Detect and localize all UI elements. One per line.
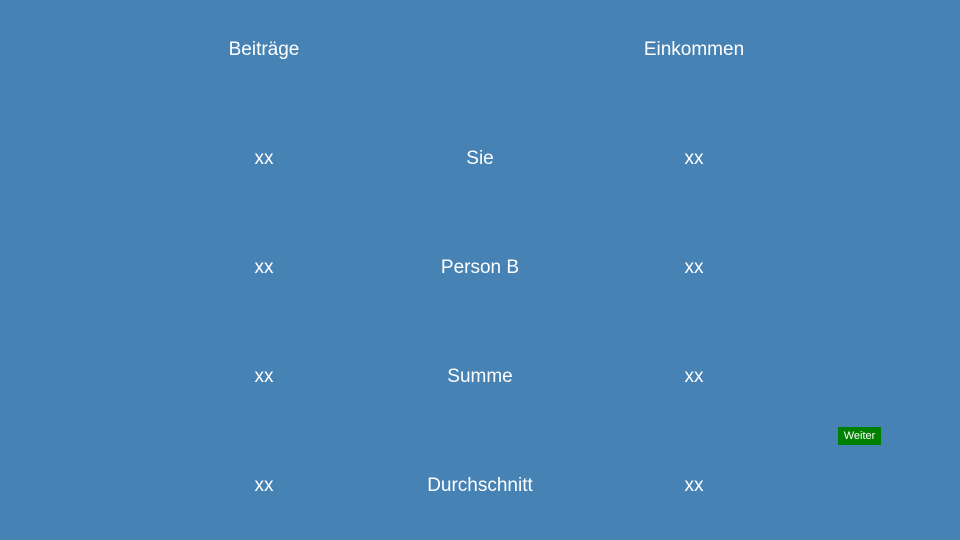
- contributions-header: Beiträge: [228, 39, 300, 60]
- row-label-person-b: Person B: [440, 257, 520, 278]
- income-value-sum: xx: [684, 366, 704, 387]
- income-value-average: xx: [684, 475, 704, 496]
- row-label-sum: Summe: [447, 366, 513, 387]
- income-value-person-b: xx: [684, 257, 704, 278]
- row-label-you: Sie: [466, 148, 494, 169]
- contribution-value-sum: xx: [254, 366, 274, 387]
- row-label-average: Durchschnitt: [427, 475, 533, 496]
- contribution-value-you: xx: [254, 148, 274, 169]
- contribution-value-average: xx: [254, 475, 274, 496]
- income-value-you: xx: [684, 148, 704, 169]
- contribution-value-person-b: xx: [254, 257, 274, 278]
- next-button[interactable]: Weiter: [838, 427, 881, 445]
- income-header: Einkommen: [643, 39, 745, 60]
